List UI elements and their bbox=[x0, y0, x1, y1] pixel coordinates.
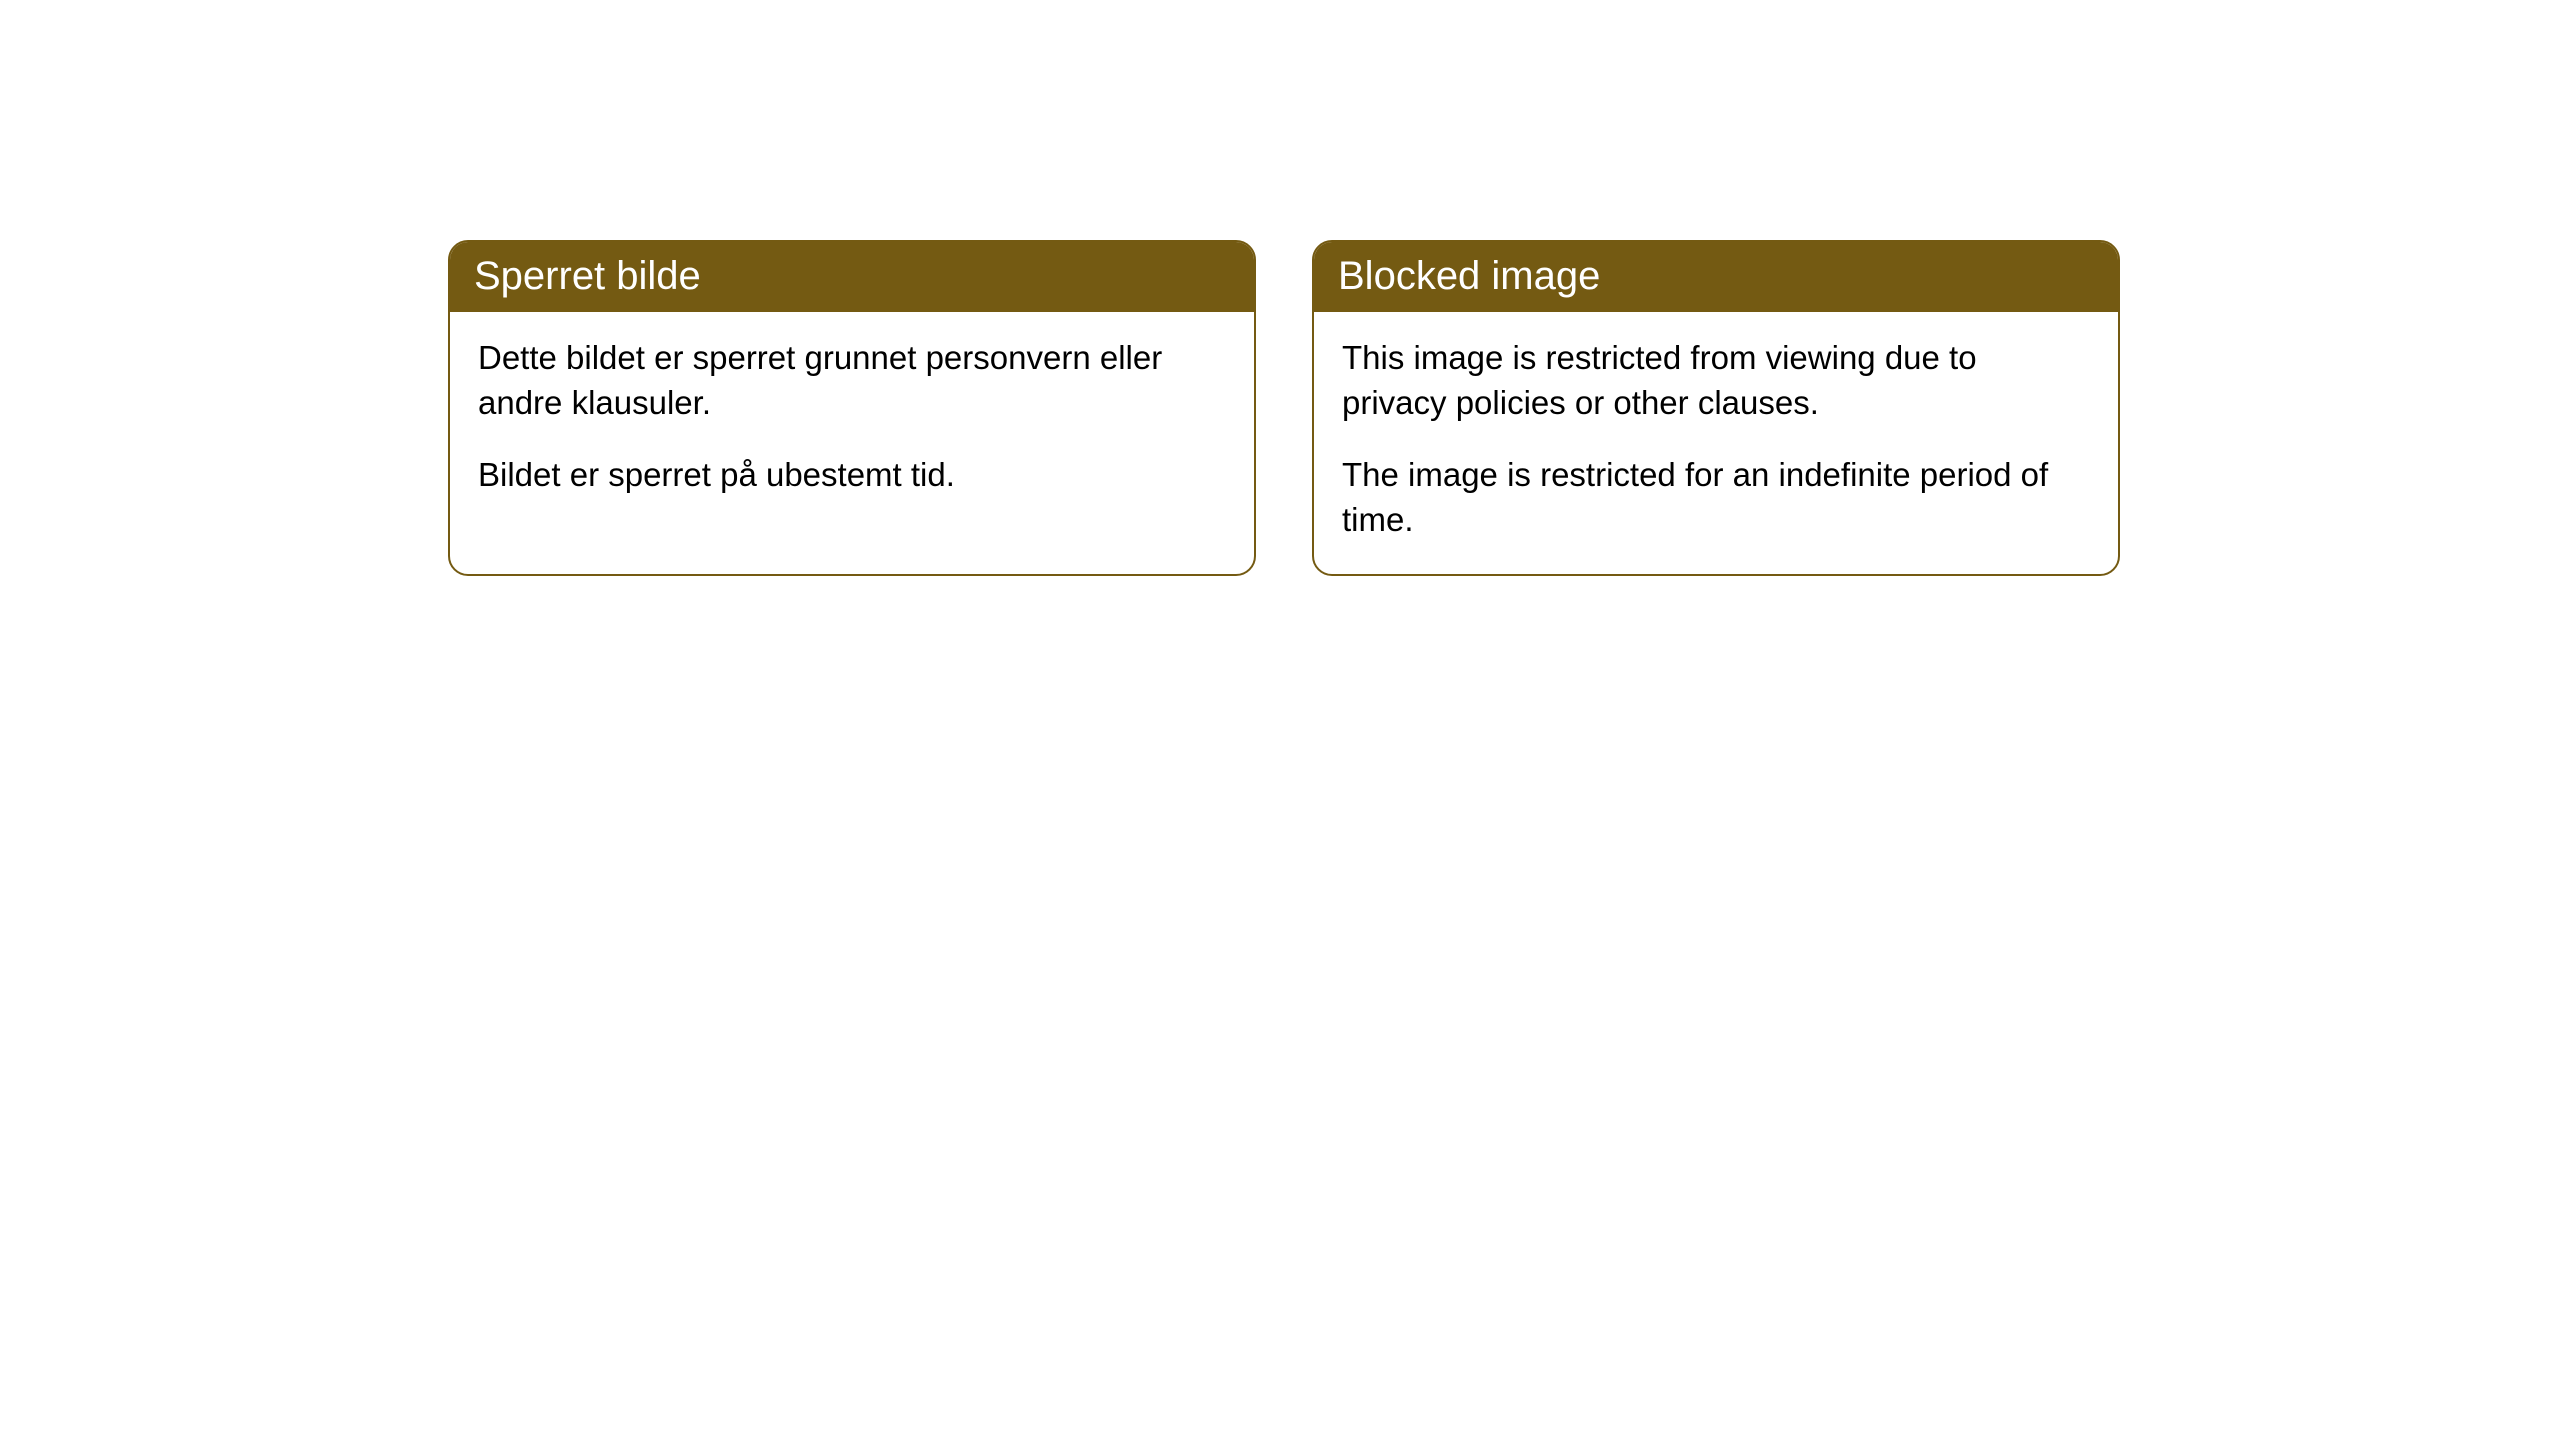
card-body-english: This image is restricted from viewing du… bbox=[1314, 312, 2118, 574]
blocked-image-card-norwegian: Sperret bilde Dette bildet er sperret gr… bbox=[448, 240, 1256, 576]
card-body-norwegian: Dette bildet er sperret grunnet personve… bbox=[450, 312, 1254, 530]
notice-paragraph-2: The image is restricted for an indefinit… bbox=[1342, 453, 2090, 542]
card-header-norwegian: Sperret bilde bbox=[450, 242, 1254, 312]
notice-paragraph-1: Dette bildet er sperret grunnet personve… bbox=[478, 336, 1226, 425]
card-header-english: Blocked image bbox=[1314, 242, 2118, 312]
blocked-image-card-english: Blocked image This image is restricted f… bbox=[1312, 240, 2120, 576]
notice-paragraph-2: Bildet er sperret på ubestemt tid. bbox=[478, 453, 1226, 498]
notice-paragraph-1: This image is restricted from viewing du… bbox=[1342, 336, 2090, 425]
notice-container: Sperret bilde Dette bildet er sperret gr… bbox=[0, 0, 2560, 576]
